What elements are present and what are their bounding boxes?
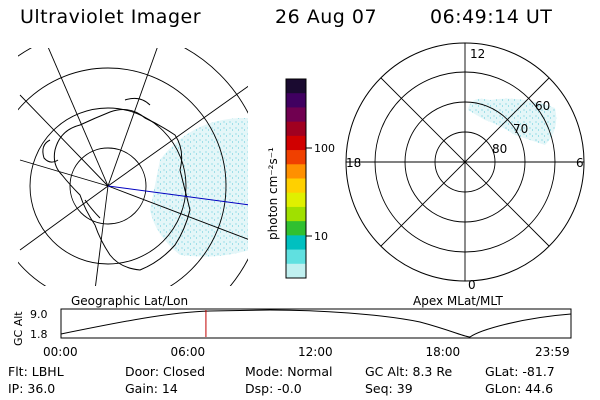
altitude-xtick-label: 23:59 [535,345,570,359]
altitude-ytick-9: 9.0 [30,308,48,321]
colorbar-band [286,263,306,279]
colorbar-band [286,150,306,165]
mlt-label-18: 18 [346,156,361,170]
colorbar-band [286,135,306,151]
mlt-label-12: 12 [470,47,485,61]
info-door: Door: Closed [125,364,206,379]
sun-direction-line [107,185,248,206]
colorbar-band [286,93,306,108]
altitude-xtick-label: 00:00 [43,345,78,359]
magnetic-polar-plot: 12 0 18 6 60 70 80 [345,42,585,292]
info-gain: Gain: 14 [125,381,178,396]
info-flt: Flt: LBHL [8,364,64,379]
aurora-emission-left [150,118,248,257]
date-label: 26 Aug 07 [275,6,378,28]
colorbar-unit-label: photon cm⁻²s⁻¹ [266,147,280,240]
colorbar-band [286,249,306,265]
altitude-x-ticks: 00:00 06:00 12:00 18:00 23:59 [43,345,570,359]
geographic-caption: Geographic Lat/Lon [71,294,188,308]
colorbar-band [286,164,306,179]
colorbar-band [286,79,306,94]
colorbar-band [286,235,306,251]
colorbar-band [286,107,306,123]
mlt-label-0: 0 [468,278,476,292]
colorbar-band [286,221,306,236]
mlat-label-60: 60 [535,99,550,113]
info-seq: Seq: 39 [365,381,413,396]
altitude-xtick-label: 18:00 [426,345,461,359]
altitude-xtick-label: 12:00 [298,345,333,359]
info-gc-alt: GC Alt: 8.3 Re [365,364,453,379]
colorbar-band [286,178,306,194]
longitude-lines [19,48,248,286]
instrument-title: Ultraviolet Imager [20,6,202,28]
geographic-map [18,48,248,286]
altitude-plot: 00:00 06:00 12:00 18:00 23:59 9.0 1.8 GC Alt [12,308,572,359]
colorbar-band [286,206,306,222]
colorbar-tick-100: 100 [314,142,335,155]
info-dsp: Dsp: -0.0 [245,381,302,396]
colorbar-band [286,121,306,137]
info-glat: GLat: -81.7 [485,364,555,379]
colorbar [286,79,306,279]
mlt-label-6: 6 [576,156,584,170]
info-glon: GLon: 44.6 [485,381,554,396]
altitude-curve [60,309,572,338]
colorbar-band [286,192,306,208]
mlat-label-70: 70 [513,122,528,136]
altitude-ylabel: GC Alt [12,311,25,346]
colorbar-tick-10: 10 [314,230,328,243]
altitude-xtick-label: 06:00 [171,345,206,359]
info-ip: IP: 36.0 [8,381,56,396]
info-mode: Mode: Normal [245,364,333,379]
mlat-label-80: 80 [492,142,507,156]
latitude-circles [18,48,248,286]
aurora-emission-right [468,98,557,145]
time-label: 06:49:14 UT [430,6,553,28]
altitude-ytick-1-8: 1.8 [30,328,48,341]
magnetic-caption: Apex MLat/MLT [413,294,503,308]
